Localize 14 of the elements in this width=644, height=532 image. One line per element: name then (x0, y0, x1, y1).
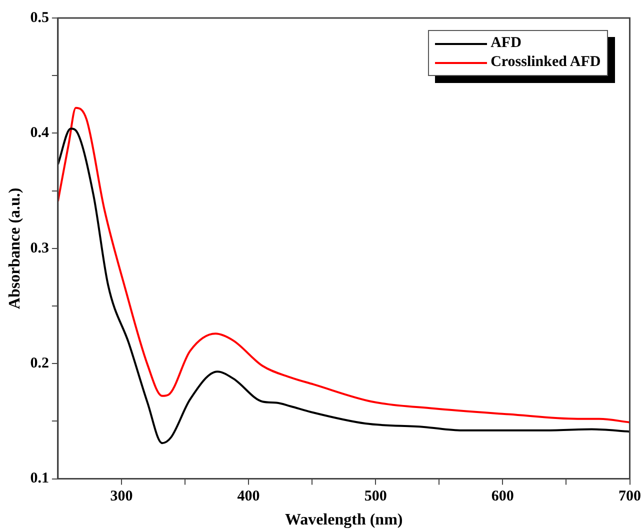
y-tick-label: 0.2 (30, 355, 49, 372)
x-tick-label: 600 (491, 488, 514, 505)
x-tick-label: 300 (110, 488, 133, 505)
x-tick-label: 400 (237, 488, 260, 505)
x-axis-title: Wavelength (nm) (284, 512, 403, 529)
x-tick-label: 700 (618, 488, 641, 505)
legend-label: AFD (490, 34, 522, 53)
y-tick-label: 0.1 (30, 470, 49, 487)
legend-label: Crosslinked AFD (490, 53, 601, 72)
y-tick-label: 0.4 (30, 125, 50, 142)
y-axis-title: Absorbance (a.u.) (6, 188, 24, 310)
y-tick-label: 0.3 (30, 240, 49, 256)
x-tick-label: 500 (364, 488, 387, 505)
y-tick-label: 0.5 (30, 10, 49, 26)
